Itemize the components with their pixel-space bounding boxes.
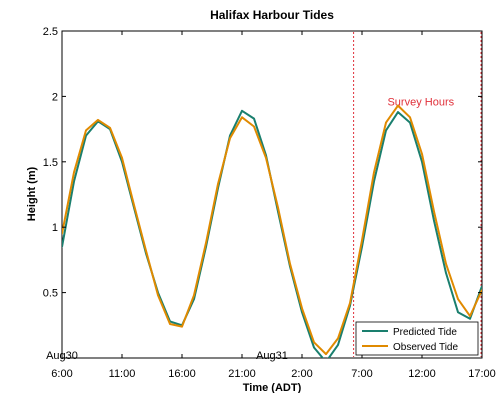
x-tick-label: 17:00 [468, 368, 496, 380]
data-point-predicted [337, 344, 339, 346]
data-point-observed [337, 337, 339, 340]
y-tick-label: 2 [52, 91, 58, 103]
data-point-observed [109, 127, 111, 129]
data-point-observed [289, 263, 291, 265]
data-point-observed [421, 153, 423, 155]
legend: Predicted Tide Observed Tide [355, 321, 479, 356]
data-point-predicted [241, 110, 243, 112]
y-axis-ticks: 0.5 1 1.5 2 2.5 [43, 26, 482, 300]
survey-hours-label: Survey Hours [387, 97, 454, 109]
y-tick-label: 2.5 [43, 26, 58, 38]
x-tick-label: 16:00 [168, 368, 196, 380]
survey-layer: Survey Hours [353, 32, 482, 357]
data-point-observed [253, 125, 255, 128]
data-point-observed [241, 116, 243, 119]
data-point-observed [385, 121, 387, 124]
data-point-predicted [313, 346, 315, 349]
data-point-observed [133, 204, 135, 206]
x-tick-label: 12:00 [408, 368, 436, 380]
data-point-observed [145, 249, 147, 252]
data-point-observed [205, 242, 207, 244]
data-point-observed [325, 353, 327, 355]
data-point-predicted [409, 121, 411, 124]
data-point-observed [62, 232, 63, 235]
data-point-predicted [385, 129, 387, 132]
data-point-predicted [73, 180, 75, 183]
y-axis-label: Height (m) [26, 166, 38, 221]
data-point-observed [409, 116, 411, 119]
data-point-observed [361, 239, 363, 242]
data-point-observed [313, 341, 315, 344]
data-point-predicted [433, 219, 435, 222]
data-point-observed [469, 315, 471, 317]
chart-title: Halifax Harbour Tides [210, 8, 334, 22]
data-point-observed [85, 129, 87, 132]
y-tick-label: 0.5 [43, 288, 58, 300]
x-tick-label: 21:00 [228, 368, 256, 380]
day-labels: Aug30 Aug31 [46, 350, 288, 362]
data-point-predicted [457, 311, 459, 314]
data-point-predicted [253, 117, 255, 120]
legend-box [355, 321, 479, 356]
data-point-observed [169, 323, 171, 325]
data-point-predicted [421, 161, 423, 163]
data-point-observed [121, 157, 123, 159]
x-axis-label: Time (ADT) [243, 382, 302, 393]
data-point-observed [265, 157, 267, 159]
data-point-observed [217, 183, 219, 185]
data-point-observed [481, 289, 482, 291]
data-point-observed [433, 210, 435, 213]
series-line-observed [62, 104, 482, 356]
data-point-observed [181, 325, 183, 328]
series-layer [62, 104, 482, 363]
data-point-observed [349, 302, 351, 304]
data-point-observed [301, 307, 303, 310]
data-point-observed [457, 298, 459, 300]
x-tick-label: 6:00 [51, 368, 72, 380]
data-point-predicted [469, 318, 471, 320]
data-point-observed [373, 171, 375, 174]
x-tick-label: 7:00 [351, 368, 372, 380]
y-tick-label: 1 [52, 222, 58, 234]
data-point-observed [97, 119, 99, 121]
data-point-observed [277, 206, 279, 209]
plot-area: Survey Hours 0.5 1 1.5 2 2.5 6:00 11:00 16:00 2… [43, 26, 496, 380]
data-point-observed [73, 171, 75, 174]
data-point-observed [157, 294, 159, 297]
data-point-predicted [445, 272, 447, 274]
series-points-observed [62, 104, 482, 355]
x-tick-label: 11:00 [109, 368, 136, 380]
day-label: Aug31 [256, 350, 288, 362]
data-point-predicted [62, 246, 63, 248]
legend-label-predicted: Predicted Tide [393, 327, 457, 338]
x-axis-ticks: 6:00 11:00 16:00 21:00 2:00 7:00 12:00 17:00 [51, 31, 496, 380]
data-point-observed [193, 294, 195, 297]
legend-label-observed: Observed Tide [393, 342, 458, 353]
data-point-predicted [325, 361, 327, 363]
y-tick-label: 1.5 [43, 157, 58, 169]
data-point-observed [229, 137, 231, 140]
data-point-observed [445, 263, 447, 265]
day-label: Aug30 [46, 350, 78, 362]
x-tick-label: 2:00 [291, 368, 312, 380]
data-point-predicted [397, 111, 399, 113]
plot-frame [61, 30, 483, 359]
data-point-predicted [373, 180, 375, 183]
data-point-observed [397, 104, 399, 107]
data-point-predicted [481, 285, 482, 287]
